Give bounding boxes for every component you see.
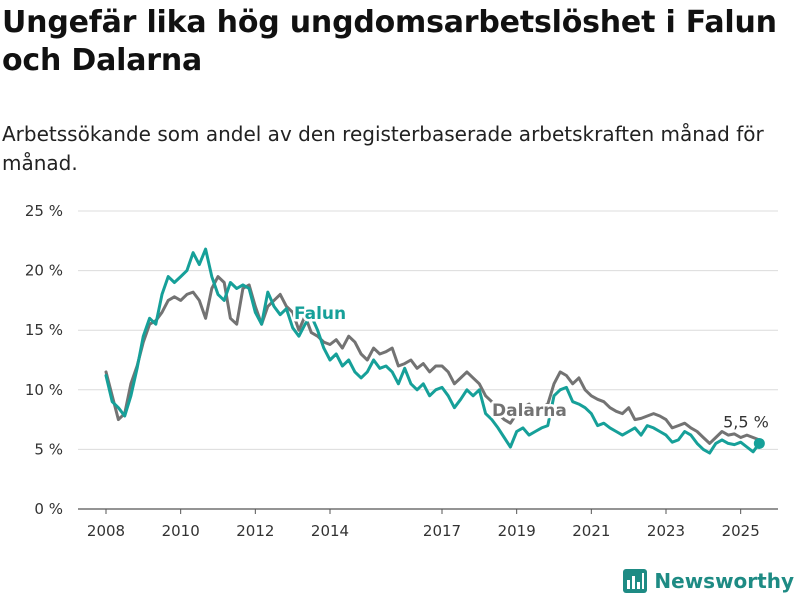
series-label-dalarna: Dalarna: [492, 401, 567, 421]
chart-subtitle: Arbetssökande som andel av den registerb…: [2, 122, 764, 175]
y-tick-label: 15 %: [25, 321, 63, 339]
newsworthy-logo-icon: [623, 569, 648, 593]
grid-lines: [78, 210, 778, 510]
x-axis-ticks: 2008 2010 2012 2014 2017 2019 2021 2023 2025: [87, 509, 760, 540]
x-tick-label: 2017: [423, 522, 461, 540]
series-labels: Falun Dalarna 5,5 %: [292, 302, 771, 449]
brand-logo: Newsworthy: [622, 568, 794, 594]
x-tick-label: 2023: [647, 522, 685, 540]
brand-name: Newsworthy: [654, 569, 794, 593]
y-tick-label: 25 %: [25, 202, 63, 220]
x-tick-label: 2010: [162, 522, 200, 540]
x-tick-label: 2019: [498, 522, 536, 540]
last-value-label: 5,5 %: [723, 412, 769, 431]
series-line-dalarna: [104, 275, 761, 445]
y-tick-label: 10 %: [25, 381, 63, 399]
x-tick-label: 2021: [572, 522, 610, 540]
x-tick-label: 2014: [311, 522, 349, 540]
chart-title: Ungefär lika hög ungdomsarbetslöshet i F…: [2, 5, 777, 78]
x-tick-label: 2012: [236, 522, 274, 540]
x-tick-label: 2008: [87, 522, 125, 540]
y-axis-ticks: 0 % 5 % 10 % 15 % 20 % 25 %: [25, 202, 63, 518]
series-line-falun: [104, 247, 761, 455]
x-tick-label: 2025: [722, 522, 760, 540]
y-tick-label: 0 %: [34, 500, 63, 518]
series-label-falun: Falun: [294, 304, 346, 324]
series-lines: [104, 247, 761, 455]
endpoint-marker: [753, 437, 765, 449]
y-tick-label: 5 %: [34, 440, 63, 458]
y-tick-label: 20 %: [25, 262, 63, 280]
